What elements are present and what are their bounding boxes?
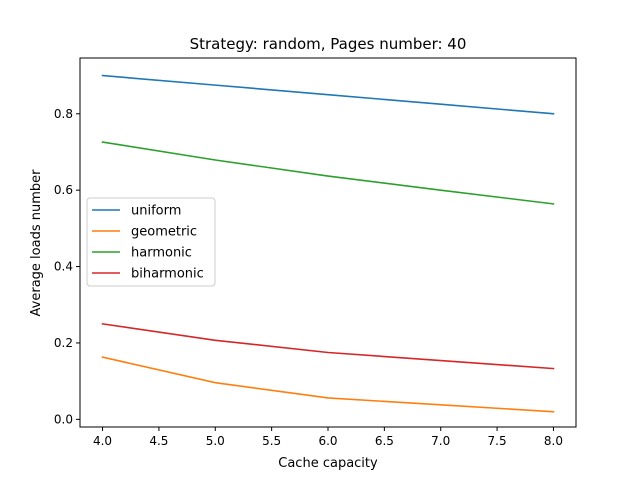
x-axis-label: Cache capacity (278, 456, 378, 471)
axes-frame (79, 57, 577, 428)
x-tick-label: 4.0 (93, 434, 112, 448)
x-tick-label: 4.5 (149, 434, 168, 448)
x-tick-label: 5.0 (206, 434, 225, 448)
y-tick-label: 0.6 (54, 183, 73, 197)
x-tick-label: 7.0 (431, 434, 450, 448)
y-axis-label: Average loads number (29, 169, 44, 317)
y-tick-label: 0.2 (54, 336, 73, 350)
plot-area: 4.0 4.5 5.0 5.5 6.0 6.5 7.0 7.5 8.0 0.0 0.2 0.4 0.6 0… (54, 74, 563, 448)
x-tick-label: 7.5 (488, 434, 507, 448)
y-tick-label: 0.8 (54, 107, 73, 121)
y-tick-label: 0.4 (54, 260, 73, 274)
y-tick-label: 0.0 (54, 412, 73, 426)
x-tick-label: 5.5 (262, 434, 281, 448)
legend-label-uniform: uniform (131, 204, 181, 219)
legend-label-geometric: geometric (131, 225, 197, 240)
x-tick-label: 8.0 (544, 434, 563, 448)
legend: uniform geometric harmonic biharmonic (86, 197, 216, 287)
legend-label-biharmonic: biharmonic (131, 267, 204, 282)
series-line-geometric (101, 356, 555, 413)
x-tick-label: 6.5 (375, 434, 394, 448)
legend-label-harmonic: harmonic (131, 246, 192, 261)
chart-title: Strategy: random, Pages number: 40 (190, 35, 467, 53)
legend-box (86, 197, 216, 287)
series-line-biharmonic (101, 322, 555, 370)
series-line-harmonic (101, 141, 555, 205)
x-tick-label: 6.0 (318, 434, 337, 448)
series-line-uniform (101, 74, 555, 115)
